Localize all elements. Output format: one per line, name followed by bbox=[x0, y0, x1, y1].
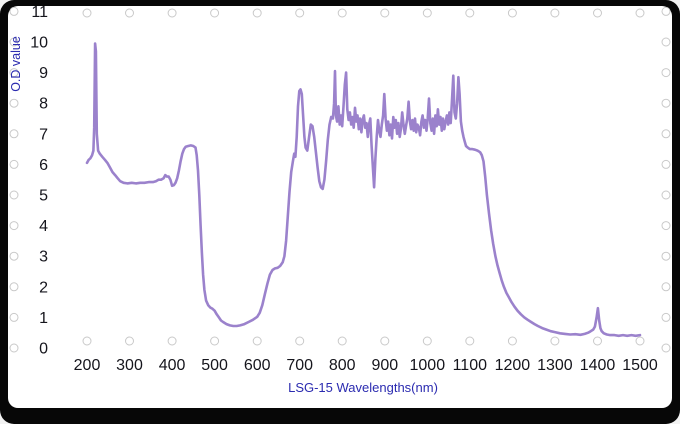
y-tick-label: 11 bbox=[31, 4, 48, 21]
grid-marker bbox=[295, 336, 305, 346]
grid-marker bbox=[9, 251, 19, 261]
grid-marker bbox=[380, 336, 390, 346]
x-tick-label: 500 bbox=[201, 357, 228, 374]
grid-marker bbox=[9, 190, 19, 200]
x-tick-label: 400 bbox=[159, 357, 186, 374]
grid-marker bbox=[125, 336, 134, 346]
grid-marker bbox=[380, 8, 390, 18]
grid-marker bbox=[422, 336, 432, 346]
grid-marker bbox=[9, 98, 19, 108]
grid-marker bbox=[550, 8, 560, 18]
x-tick-label: 200 bbox=[74, 357, 101, 374]
grid-marker bbox=[661, 159, 671, 169]
grid-marker bbox=[465, 8, 475, 18]
grid-marker bbox=[9, 37, 19, 47]
x-tick-label: 1300 bbox=[537, 357, 573, 374]
grid-marker bbox=[465, 336, 475, 346]
y-axis-title: O.D value bbox=[9, 36, 23, 92]
grid-marker bbox=[167, 336, 177, 346]
x-tick-label: 900 bbox=[371, 357, 398, 374]
grid-marker bbox=[9, 343, 19, 353]
x-tick-label: 700 bbox=[286, 357, 313, 374]
grid-marker bbox=[9, 6, 19, 16]
grid-marker bbox=[593, 336, 602, 346]
grid-marker bbox=[9, 68, 19, 78]
grid-marker bbox=[82, 8, 92, 18]
y-tick-label: 5 bbox=[39, 188, 48, 205]
x-axis-title: LSG-15 Wavelengths(nm) bbox=[288, 380, 438, 395]
y-tick-label: 4 bbox=[39, 218, 48, 235]
grid-marker bbox=[550, 336, 560, 346]
grid-marker bbox=[507, 8, 517, 18]
grid-marker bbox=[9, 221, 19, 231]
y-tick-label: 0 bbox=[39, 341, 48, 358]
grid-marker bbox=[337, 336, 347, 346]
x-tick-label: 1100 bbox=[453, 357, 488, 374]
chart-generated-layer: 200 300 400 500 600 700 800 900 1000 1100 1200 1300… bbox=[9, 4, 671, 374]
grid-marker bbox=[9, 282, 19, 292]
grid-marker bbox=[661, 190, 671, 200]
grid-marker bbox=[9, 129, 19, 139]
y-tick-label: 6 bbox=[39, 157, 48, 174]
grid-marker bbox=[82, 336, 92, 346]
grid-marker bbox=[125, 8, 134, 18]
y-tick-label: 3 bbox=[39, 249, 48, 266]
x-tick-label: 800 bbox=[329, 357, 356, 374]
y-tick-label: 10 bbox=[30, 35, 48, 52]
chart-panel bbox=[8, 6, 672, 408]
grid-marker bbox=[210, 8, 220, 18]
grid-marker bbox=[661, 221, 671, 231]
y-tick-label: 1 bbox=[39, 310, 48, 327]
y-tick-label: 9 bbox=[39, 65, 48, 82]
grid-marker bbox=[9, 312, 19, 322]
y-tick-label: 7 bbox=[39, 126, 48, 143]
y-tick-label: 8 bbox=[39, 96, 48, 113]
x-tick-label: 1000 bbox=[410, 357, 446, 374]
grid-marker bbox=[661, 251, 671, 261]
grid-marker bbox=[593, 8, 602, 18]
grid-marker bbox=[295, 8, 305, 18]
grid-marker bbox=[661, 343, 671, 353]
od-curve bbox=[85, 42, 642, 338]
grid-marker bbox=[635, 336, 645, 346]
grid-marker bbox=[422, 8, 432, 18]
x-tick-label: 1400 bbox=[580, 357, 616, 374]
grid-marker bbox=[661, 129, 671, 139]
grid-marker bbox=[635, 8, 645, 18]
x-tick-label: 1200 bbox=[495, 357, 531, 374]
grid-marker bbox=[252, 336, 262, 346]
grid-marker bbox=[661, 312, 671, 322]
grid-marker bbox=[337, 8, 347, 18]
x-tick-label: 300 bbox=[116, 357, 143, 374]
grid-marker bbox=[661, 6, 671, 16]
x-tick-label: 1500 bbox=[622, 357, 658, 374]
grid-marker bbox=[661, 37, 671, 47]
grid-marker bbox=[210, 336, 220, 346]
grid-marker bbox=[661, 98, 671, 108]
x-tick-label: 600 bbox=[244, 357, 271, 374]
grid-marker bbox=[507, 336, 517, 346]
grid-marker bbox=[9, 159, 19, 169]
grid-marker bbox=[252, 8, 262, 18]
grid-marker bbox=[167, 8, 177, 18]
grid-marker bbox=[661, 68, 671, 78]
y-tick-label: 2 bbox=[39, 279, 48, 296]
grid-marker bbox=[661, 282, 671, 292]
